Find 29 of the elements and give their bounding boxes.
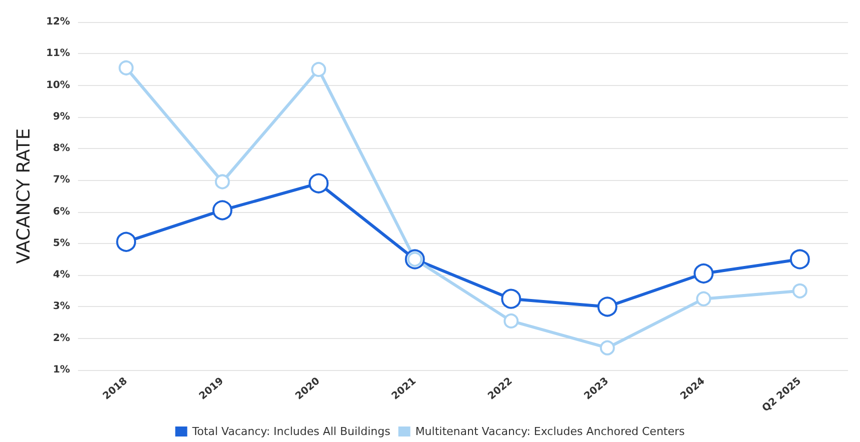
y-tick-label: 11% (46, 48, 70, 60)
y-tick-label: 4% (53, 270, 70, 281)
y-tick-label: 8% (53, 143, 70, 154)
point (600, 340, 615, 356)
y-tick-label: 6% (53, 206, 70, 218)
point (792, 283, 808, 298)
legend-label: Total Vacancy: Includes All Buildings (191, 425, 391, 438)
point (118, 60, 134, 76)
y-tick-label: 10% (46, 80, 70, 91)
point (214, 174, 230, 190)
point (696, 291, 712, 306)
point (790, 249, 810, 270)
point (694, 264, 714, 284)
y-tick-label: 1% (53, 364, 70, 376)
legend-label: Multitenant Vacancy: Excludes Anchored Centers (415, 425, 686, 438)
point (311, 62, 326, 77)
point (212, 200, 232, 220)
point (504, 313, 519, 328)
y-tick-label: 5% (53, 238, 70, 249)
y-tick-label: 7% (53, 174, 70, 186)
point (597, 296, 618, 317)
y-tick-label: 9% (53, 111, 70, 122)
y-tick-label: 3% (53, 301, 70, 312)
point (501, 288, 522, 309)
point (116, 232, 136, 252)
y-tick-label: 12% (46, 16, 70, 28)
y-axis-title: VACANCY RATE (14, 128, 34, 264)
y-tick-label: 2% (53, 332, 70, 344)
point (308, 173, 329, 194)
